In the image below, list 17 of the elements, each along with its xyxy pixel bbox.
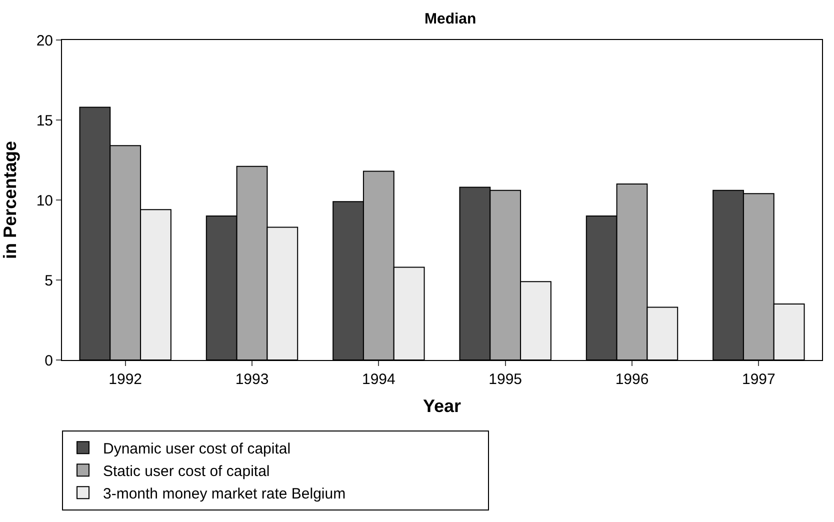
y-tick-label: 10 bbox=[36, 192, 53, 210]
y-tick-label: 5 bbox=[44, 272, 53, 290]
y-tick-label: 0 bbox=[44, 352, 53, 370]
legend-label: Dynamic user cost of capital bbox=[103, 440, 291, 458]
chart-title: Median bbox=[424, 10, 476, 28]
x-axis-title: Year bbox=[422, 396, 462, 416]
x-tick-label: 1994 bbox=[362, 371, 396, 388]
legend-label: Static user cost of capital bbox=[103, 463, 270, 480]
x-tick-label: 1996 bbox=[615, 371, 649, 388]
legend-label: 3-month money market rate Belgium bbox=[103, 486, 346, 502]
x-tick-label: 1993 bbox=[235, 371, 269, 388]
y-tick-label: 15 bbox=[36, 112, 53, 130]
x-tick-label: 1997 bbox=[742, 371, 776, 388]
y-tick-label: 20 bbox=[36, 32, 53, 50]
y-axis-title: in Percentage bbox=[0, 140, 20, 260]
x-tick-label: 1992 bbox=[108, 371, 142, 388]
x-tick-label: 1995 bbox=[488, 371, 522, 388]
